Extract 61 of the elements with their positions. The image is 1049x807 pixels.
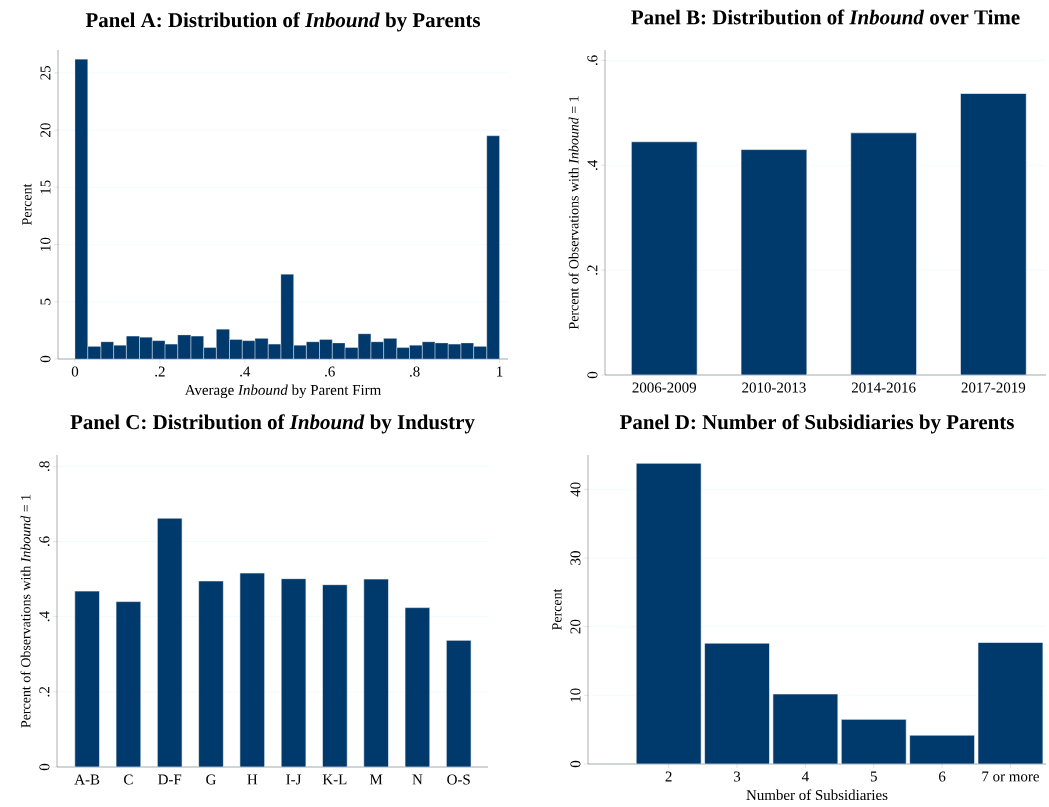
x-axis-title: Number of Subsidiaries <box>746 789 888 801</box>
y-tick-label: 0 <box>39 763 50 771</box>
y-tick-label: 5 <box>40 298 51 305</box>
bar <box>322 584 348 767</box>
x-tick-label: 2 <box>665 771 672 782</box>
chart-title: Panel D: Number of Subsidiaries by Parents <box>619 414 1014 434</box>
bar <box>960 93 1027 375</box>
y-tick-label: 10 <box>40 237 51 251</box>
x-tick-label: 7 or more <box>982 771 1039 782</box>
x-tick-label: 0 <box>71 366 79 377</box>
chart-title: Panel A: Distribution of Inbound by Parents <box>85 12 481 32</box>
y-axis-title: Percent of Observations with Inbound = 1 <box>568 96 579 330</box>
y-tick-label: 15 <box>40 180 51 194</box>
y-tick-label: .4 <box>39 611 50 622</box>
bar <box>198 580 224 767</box>
x-tick-label: M <box>369 774 383 785</box>
y-tick-label: .6 <box>587 55 598 66</box>
y-tick-label: .8 <box>39 461 50 471</box>
x-tick-label: A-B <box>74 774 100 785</box>
x-tick-label: 2006-2009 <box>632 382 697 393</box>
y-tick-label: .2 <box>39 687 50 697</box>
x-axis-title: Average Inbound by Parent Firm <box>184 384 382 399</box>
x-tick-label: O-S <box>447 774 470 785</box>
x-tick-label: 6 <box>939 771 946 782</box>
x-tick-label: D-F <box>158 774 182 785</box>
y-tick-label: 20 <box>40 123 51 137</box>
y-axis-title: Percent of Observations with Inbound = 1 <box>20 494 31 728</box>
x-tick-label: .2 <box>155 366 165 377</box>
y-tick-label: 0 <box>570 760 581 768</box>
x-tick-label: 2017-2019 <box>961 382 1026 393</box>
x-tick-label: 2014-2016 <box>851 382 916 393</box>
x-tick-label: I-J <box>286 774 302 785</box>
y-axis-title: Percent <box>22 183 32 225</box>
x-tick-label: 4 <box>801 771 809 782</box>
y-tick-label: 40 <box>570 482 581 497</box>
y-tick-label: .6 <box>39 536 50 547</box>
chart-title: Panel B: Distribution of Inbound over Time <box>631 9 1020 25</box>
x-tick-label: C <box>124 774 133 785</box>
bar <box>446 640 472 767</box>
x-tick-label: G <box>206 774 216 785</box>
y-tick-label: 0 <box>40 355 51 363</box>
y-tick-label: 20 <box>570 619 581 634</box>
x-tick-label: 5 <box>870 771 877 782</box>
x-tick-label: .8 <box>409 366 420 377</box>
y-tick-label: .4 <box>587 159 598 170</box>
y-tick-label: .2 <box>587 265 598 275</box>
y-tick-label: 10 <box>570 688 581 702</box>
y-tick-label: 30 <box>570 551 581 565</box>
x-tick-label: N <box>412 774 423 785</box>
x-tick-label: 3 <box>734 771 741 782</box>
bar <box>631 141 698 375</box>
x-tick-label: H <box>247 774 258 785</box>
x-tick-label: .6 <box>325 366 335 377</box>
x-tick-label: 1 <box>497 366 503 377</box>
y-tick-label: 25 <box>40 65 51 80</box>
x-tick-label: K-L <box>322 774 347 785</box>
chart-title: Panel C: Distribution of Inbound by Industry <box>70 414 475 434</box>
x-tick-label: 2010-2013 <box>742 382 806 393</box>
x-tick-label: .4 <box>240 366 251 377</box>
y-axis-title: Percent <box>552 588 562 630</box>
bar <box>850 132 917 375</box>
